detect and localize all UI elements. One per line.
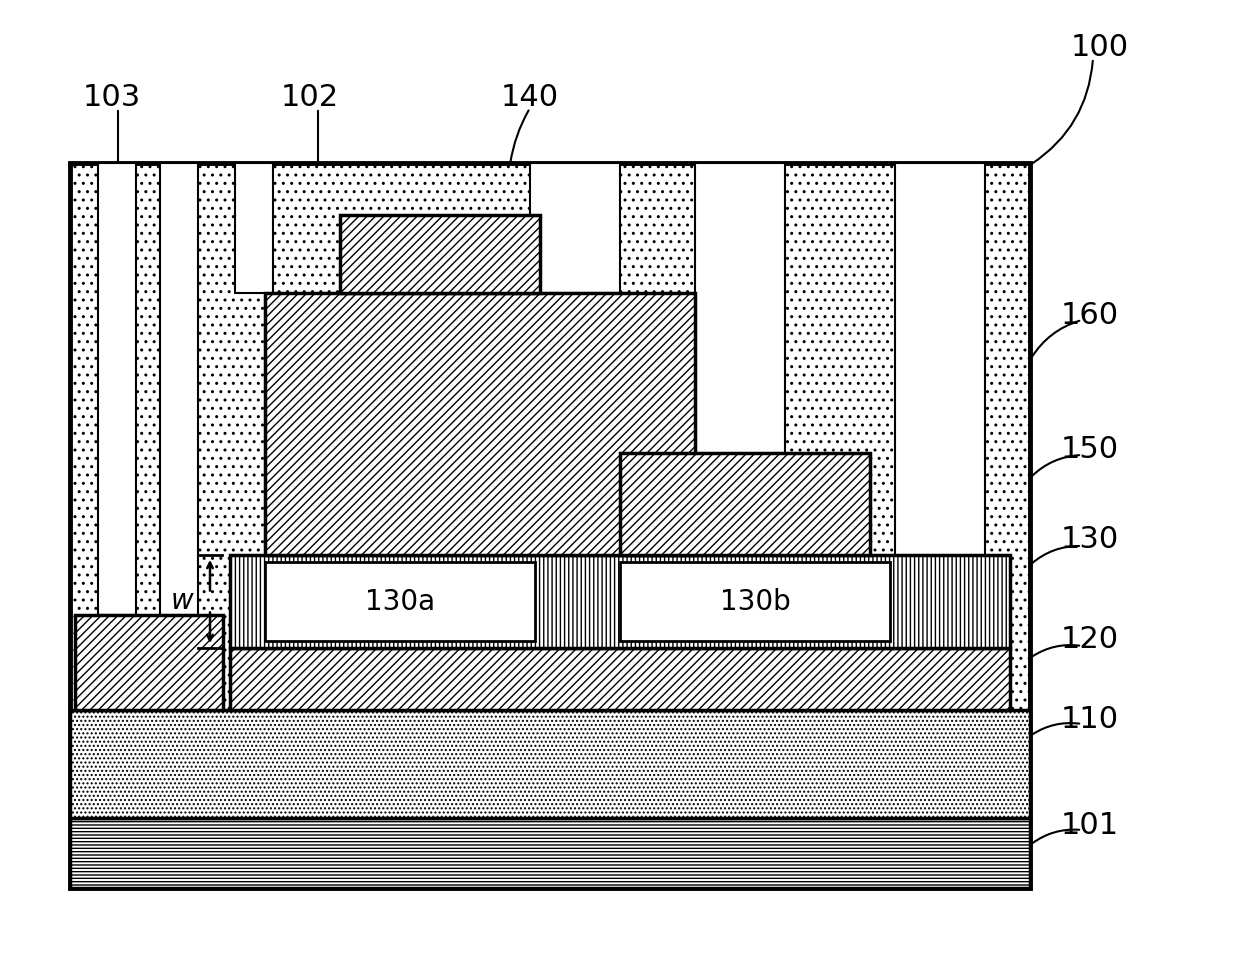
Text: 101: 101 xyxy=(1061,810,1118,840)
Bar xyxy=(74,615,223,710)
Text: 150: 150 xyxy=(1061,435,1118,465)
Bar xyxy=(236,163,273,293)
Bar xyxy=(160,163,198,615)
Bar xyxy=(620,562,890,641)
Text: 160: 160 xyxy=(1061,301,1118,329)
Bar xyxy=(69,163,1030,888)
Text: 140: 140 xyxy=(501,84,559,113)
Text: w: w xyxy=(170,587,193,615)
Bar xyxy=(529,163,620,293)
Bar xyxy=(229,555,1011,648)
Text: 120: 120 xyxy=(1061,625,1118,655)
Text: 130b: 130b xyxy=(719,587,790,616)
Text: 130a: 130a xyxy=(365,587,435,616)
Bar xyxy=(895,163,985,615)
Bar xyxy=(694,163,785,553)
Bar xyxy=(229,648,1011,710)
Text: 102: 102 xyxy=(281,84,339,113)
Bar xyxy=(340,215,539,293)
Bar xyxy=(265,562,534,641)
Bar xyxy=(69,818,1030,888)
Bar xyxy=(98,163,136,615)
Text: 100: 100 xyxy=(1071,33,1130,62)
Text: 110: 110 xyxy=(1061,705,1118,734)
Text: 103: 103 xyxy=(83,84,141,113)
Text: 130: 130 xyxy=(1061,526,1120,554)
Bar xyxy=(620,453,870,555)
Bar xyxy=(69,710,1030,818)
Bar xyxy=(265,293,694,555)
